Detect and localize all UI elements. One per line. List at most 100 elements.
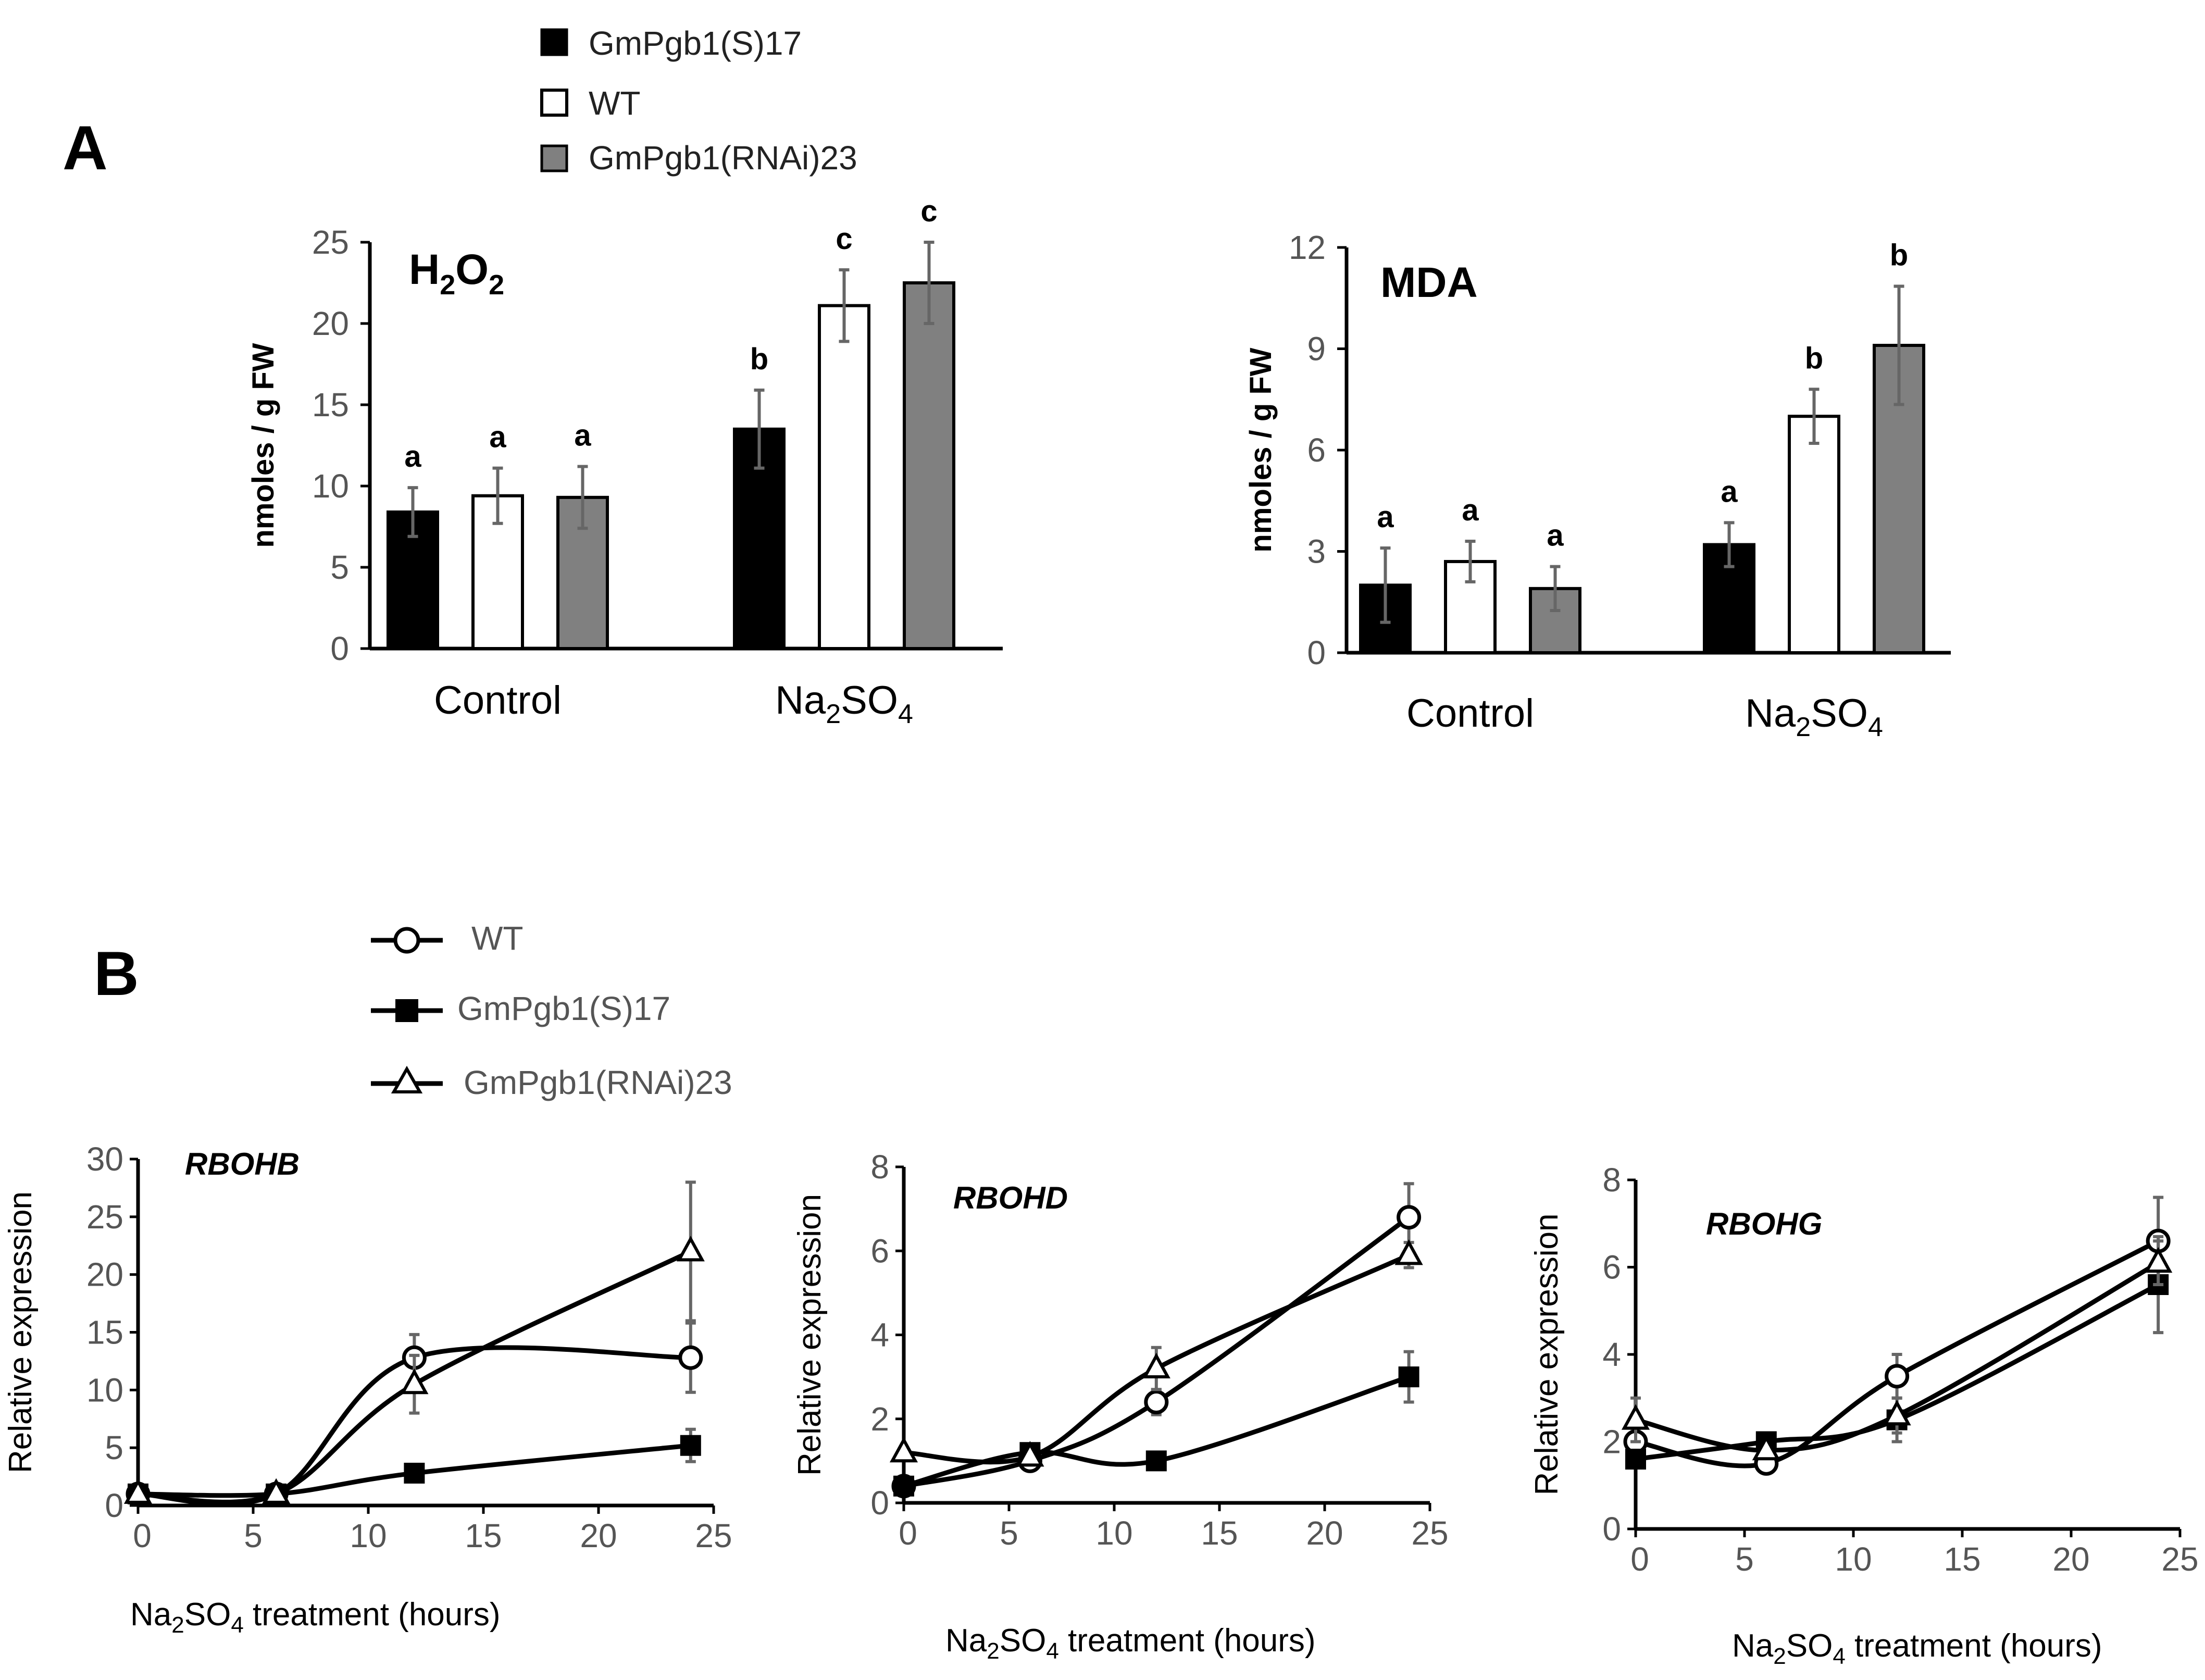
rbohd-line-wt — [903, 1215, 1411, 1489]
rbohg-y-axis-label: Relative expression — [1529, 1213, 1565, 1495]
rbohg-line-chart: 0 2 4 6 8 0 5 10 15 20 25 RBOHG Relative expression N… — [1529, 1161, 2199, 1669]
rbohd-y-axis-label: Relative expression — [792, 1194, 828, 1476]
rbohb-line-chart: 0 5 10 15 20 25 30 0 5 10 15 20 25 RBOHB Relative expr… — [3, 1140, 732, 1638]
rbohg-point-rnai23 — [1621, 1404, 1650, 1430]
h2o2-significance-letter: c — [920, 194, 937, 228]
rbohg-x-tick-label: 10 — [1835, 1540, 1872, 1578]
rbohb-x-tick-label: 20 — [580, 1517, 617, 1554]
rbohb-point-rnai23 — [262, 1478, 291, 1504]
rbohb-x-tick-label: 5 — [244, 1517, 263, 1554]
h2o2-y-tick-label: 20 — [312, 305, 349, 342]
rbohb-point-s17 — [404, 1462, 425, 1484]
rbohb-y-tick-label: 25 — [86, 1198, 123, 1236]
mda-category-label: Control — [1406, 691, 1534, 736]
rbohd-x-tick-label: 20 — [1306, 1514, 1343, 1552]
rbohd-title: RBOHD — [953, 1180, 1068, 1215]
rbohg-line-rnai23 — [1635, 1261, 2160, 1453]
h2o2-y-axis-label: nmoles / g FW — [246, 343, 280, 547]
mda-significance-letter: b — [1805, 341, 1823, 375]
rbohg-title: RBOHG — [1706, 1206, 1822, 1241]
h2o2-significance-letter: a — [489, 420, 506, 454]
rbohg-x-tick-label: 5 — [1735, 1540, 1754, 1578]
mda-y-tick-label: 12 — [1289, 229, 1326, 266]
rbohb-y-tick-label: 20 — [86, 1256, 123, 1293]
rbohb-line-s17 — [138, 1443, 691, 1498]
rbohd-x-axis-label: Na2SO4 treatment (hours) — [945, 1623, 1316, 1664]
rbohb-x-tick-label: 0 — [133, 1517, 152, 1554]
rbohg-y-tick-label: 4 — [1602, 1336, 1621, 1373]
rbohg-y-tick-label: 8 — [1602, 1161, 1621, 1199]
rbohg-y-tick-label: 2 — [1602, 1423, 1621, 1461]
rbohd-line-s17 — [903, 1374, 1410, 1489]
rbohb-point-rnai23 — [400, 1368, 429, 1395]
rbohd-point-s17 — [1145, 1450, 1167, 1472]
h2o2-significance-letter: a — [404, 440, 421, 474]
rbohg-point-wt — [1885, 1364, 1910, 1389]
legend-a-label-s17: GmPgb1(S)17 — [589, 24, 802, 62]
rbohb-y-axis-label: Relative expression — [3, 1191, 39, 1473]
rbohd-x-tick-label: 25 — [1411, 1514, 1448, 1552]
h2o2-title: H2O2 — [409, 246, 504, 301]
mda-y-tick-label: 0 — [1307, 634, 1326, 671]
rbohb-y-tick-label: 10 — [86, 1371, 123, 1409]
h2o2-y-tick-label: 15 — [312, 386, 349, 424]
rbohb-y-tick-label: 15 — [86, 1314, 123, 1351]
legend-b-label-rnai23: GmPgb1(RNAi)23 — [464, 1064, 732, 1101]
rbohd-point-s17 — [893, 1475, 914, 1497]
rbohd-y-tick-label: 0 — [870, 1484, 889, 1522]
rbohg-point-rnai23 — [2144, 1247, 2173, 1273]
legend-a: GmPgb1(S)17 WT GmPgb1(RNAi)23 — [540, 24, 857, 177]
rbohb-x-axis-label: Na2SO4 treatment (hours) — [130, 1597, 501, 1638]
rbohb-point-rnai23 — [123, 1478, 153, 1504]
mda-significance-letter: a — [1377, 500, 1394, 534]
mda-y-axis-label: nmoles / g FW — [1244, 347, 1278, 552]
mda-category-label: Na2SO4 — [1745, 691, 1883, 742]
rbohd-point-rnai23 — [1142, 1352, 1170, 1378]
legend-b-label-s17: GmPgb1(S)17 — [457, 990, 670, 1027]
mda-significance-letter: a — [1721, 475, 1738, 508]
legend-b-marker-s17 — [395, 999, 418, 1022]
panel-label-b: B — [94, 939, 139, 1009]
rbohb-x-tick-label: 25 — [695, 1517, 732, 1554]
rbohd-x-tick-label: 5 — [1000, 1514, 1018, 1552]
rbohg-x-tick-label: 20 — [2052, 1540, 2089, 1578]
h2o2-significance-letter: c — [836, 222, 852, 256]
mda-title: MDA — [1380, 259, 1478, 306]
legend-a-label-wt: WT — [589, 84, 641, 122]
rbohd-point-wt — [1397, 1205, 1422, 1230]
legend-b-marker-wt — [393, 927, 420, 954]
mda-significance-letter: a — [1462, 493, 1479, 527]
mda-bar-chart: 0 3 6 9 12 nmoles / g FW a a a b a b Control Na2SO4 — [1244, 229, 1951, 742]
rbohb-x-tick-label: 10 — [350, 1517, 387, 1554]
rbohd-point-rnai23 — [1394, 1239, 1423, 1265]
rbohd-y-tick-label: 6 — [870, 1232, 889, 1270]
rbohd-line-rnai23 — [903, 1253, 1410, 1465]
h2o2-y-tick-label: 5 — [330, 549, 349, 586]
rbohd-point-rnai23 — [1016, 1441, 1044, 1467]
rbohg-x-tick-label: 25 — [2161, 1540, 2198, 1578]
h2o2-bar-wt-na2so4 — [818, 304, 870, 650]
mda-significance-letter: b — [1890, 239, 1908, 272]
rbohd-point-rnai23 — [889, 1437, 918, 1463]
legend-a-swatch-s17 — [540, 28, 568, 56]
rbohg-point-rnai23 — [1883, 1400, 1911, 1426]
h2o2-y-tick-label: 25 — [312, 223, 349, 261]
rbohg-point-rnai23 — [1752, 1435, 1780, 1461]
mda-bar-wt-na2so4 — [1788, 415, 1840, 655]
legend-a-swatch-wt — [540, 89, 568, 117]
h2o2-significance-letter: a — [574, 419, 591, 453]
rbohd-x-tick-label: 0 — [899, 1514, 917, 1552]
h2o2-bar-s17-control — [387, 510, 439, 650]
rbohd-line-chart: 0 2 4 6 8 0 5 10 15 20 25 RBOHD Relative expression N… — [792, 1148, 1449, 1664]
h2o2-category-label: Na2SO4 — [775, 678, 913, 729]
rbohb-point-s17 — [680, 1435, 701, 1456]
rbohd-point-wt — [1144, 1390, 1169, 1414]
h2o2-bar-rnai23-na2so4 — [903, 281, 955, 650]
rbohb-y-tick-label: 30 — [86, 1140, 123, 1178]
rbohb-point-wt — [678, 1345, 703, 1370]
rbohg-point-s17 — [1625, 1449, 1646, 1470]
legend-b: WT GmPgb1(S)17 GmPgb1(RNAi)23 — [371, 919, 732, 1101]
rbohd-y-tick-label: 4 — [870, 1316, 889, 1354]
legend-b-marker-rnai23 — [391, 1065, 423, 1093]
rbohg-y-tick-label: 0 — [1602, 1510, 1621, 1548]
